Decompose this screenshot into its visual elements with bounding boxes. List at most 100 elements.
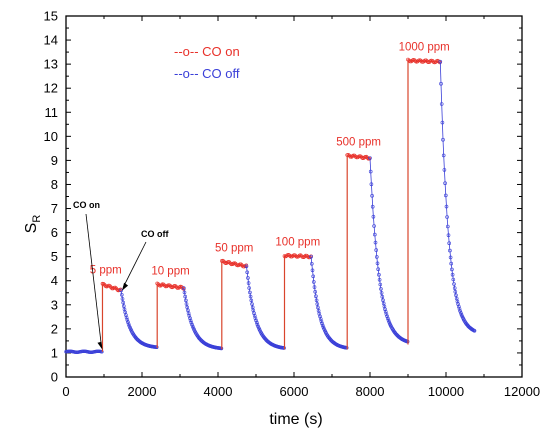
co-off-point: [379, 287, 383, 291]
co-off-point: [374, 248, 379, 252]
co-off-point: [247, 286, 251, 290]
co-on-point: [346, 153, 351, 157]
concentration-label: 100 ppm: [275, 236, 320, 248]
co-off-point: [379, 291, 384, 295]
x-axis-ticks: 0 2000 4000 6000 8000 10000 12000: [62, 16, 540, 399]
x-tick-label: 6000: [280, 384, 309, 399]
co-off-point: [119, 288, 123, 293]
y-tick-label: 2: [51, 321, 58, 336]
co-off-point: [127, 324, 132, 328]
co-on-point: [364, 154, 369, 159]
x-tick-label: 4000: [204, 384, 233, 399]
co-off-point: [439, 102, 444, 106]
co-off-point: [446, 233, 451, 237]
y-tick-label: 4: [51, 273, 58, 288]
co-off-point: [443, 181, 447, 185]
co-off-point: [121, 300, 125, 305]
co-off-point: [372, 232, 377, 237]
co-off-point: [450, 272, 455, 277]
co-off-point: [370, 204, 375, 209]
y-tick-label: 15: [44, 9, 58, 24]
co-off-point: [182, 290, 187, 295]
co-off-arrow: [122, 241, 147, 288]
co-on-point: [352, 153, 357, 158]
data-series: [64, 57, 477, 354]
y-tick-label: 9: [51, 153, 58, 168]
co-off-point: [452, 282, 456, 286]
co-on-point: [238, 262, 242, 267]
legend-co-off: --o-- CO off: [174, 66, 240, 81]
co-off-point: [375, 261, 380, 266]
y-tick-label: 8: [51, 177, 58, 192]
co-off-point: [122, 304, 126, 308]
co-off-point: [188, 316, 192, 321]
co-off-point: [320, 323, 325, 328]
co-on-arrowhead: [97, 341, 103, 350]
co-off-point: [439, 81, 443, 86]
co-off-point: [383, 307, 387, 312]
y-axis-title: SR: [23, 215, 43, 234]
legend-co-on: --o-- CO on: [174, 44, 240, 59]
co-off-point: [245, 270, 249, 275]
co-on-point: [365, 155, 370, 160]
co-off-point: [368, 169, 373, 174]
co-off-point: [246, 281, 251, 285]
x-tick-label: 12000: [504, 384, 540, 399]
x-tick-label: 0: [62, 384, 69, 399]
co-on-point: [101, 281, 106, 286]
co-off-point: [448, 255, 453, 260]
concentration-label: 500 ppm: [336, 137, 381, 149]
co-on-point: [286, 253, 291, 257]
co-off-point: [458, 309, 462, 313]
co-off-point: [120, 292, 124, 297]
co-off-point: [472, 328, 477, 333]
co-off-point: [374, 255, 379, 259]
co-off-point: [182, 286, 186, 290]
co-off-point: [454, 293, 458, 298]
co-on-point: [221, 258, 225, 263]
y-tick-label: 12: [44, 81, 58, 96]
co-off-point: [190, 322, 194, 327]
co-off-point: [253, 316, 258, 321]
co-off-point: [385, 314, 389, 319]
co-on-point: [110, 286, 114, 291]
co-off-segment: [246, 266, 285, 349]
concentration-label: 1000 ppm: [399, 42, 450, 54]
co-off-point: [316, 305, 320, 310]
legend: --o-- CO on --o-- CO off: [174, 44, 240, 81]
co-on-point: [289, 254, 293, 259]
co-off-point: [309, 261, 314, 266]
x-axis-title: time (s): [269, 411, 322, 428]
co-on-point: [412, 58, 417, 62]
co-off-point: [376, 267, 381, 272]
co-off-point: [184, 298, 188, 303]
co-off-point: [312, 285, 317, 289]
y-tick-label: 3: [51, 297, 58, 312]
y-tick-label: 13: [44, 57, 58, 72]
co-off-point: [380, 294, 385, 299]
co-off-point: [386, 318, 391, 323]
co-off-point: [441, 137, 445, 142]
co-off-point: [313, 289, 318, 294]
co-off-point: [321, 325, 326, 330]
co-off-point: [124, 315, 129, 320]
co-off-point: [254, 318, 258, 323]
co-off-point: [438, 59, 443, 64]
co-off-point: [184, 302, 189, 306]
co-off-point: [451, 277, 456, 282]
co-off-point: [254, 320, 259, 325]
co-off-point: [183, 294, 187, 299]
concentration-labels: 5 ppm 10 ppm 50 ppm 100 ppm 500 ppm 1000 ppm: [90, 42, 450, 278]
co-on-point: [179, 285, 184, 289]
co-off-segment: [369, 157, 408, 342]
y-tick-label: 7: [51, 201, 58, 216]
co-off-point: [387, 320, 392, 324]
co-off-point: [248, 294, 253, 299]
co-off-point: [314, 294, 318, 299]
co-off-point: [453, 289, 458, 294]
co-off-segment: [439, 61, 475, 332]
co-off-point: [448, 248, 452, 253]
co-off-point: [371, 214, 376, 219]
co-off-point: [450, 267, 454, 272]
